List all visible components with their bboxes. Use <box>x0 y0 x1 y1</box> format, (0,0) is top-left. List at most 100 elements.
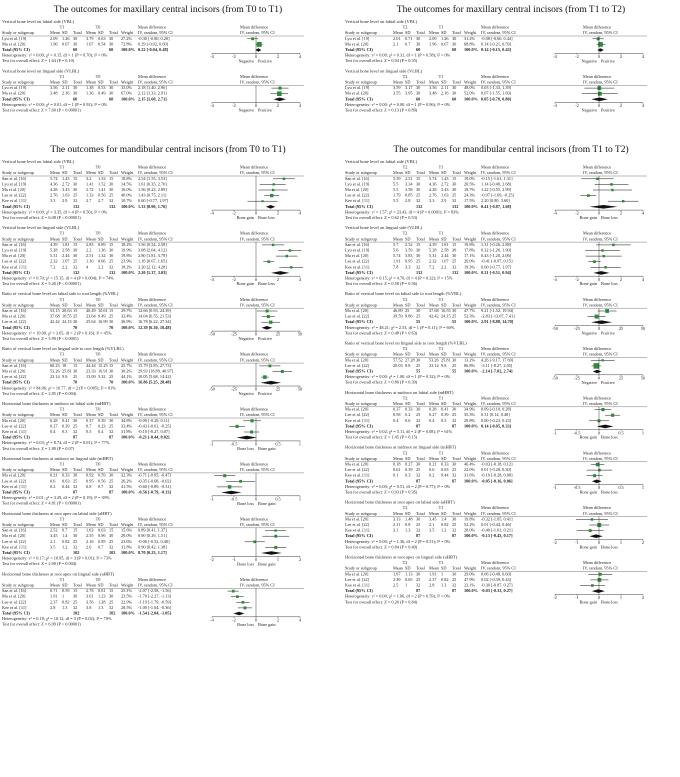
column-header: SD <box>441 456 447 461</box>
cell: 2.51 <box>86 253 94 258</box>
column-header: Weight <box>464 401 477 406</box>
column-header: Weight <box>121 79 134 84</box>
axis-label: Bone loss <box>258 281 275 286</box>
column-header: IV, random, 95% CI <box>240 170 275 176</box>
cell: 30 <box>452 253 456 258</box>
x-tick-label: 2 <box>620 211 622 216</box>
subgroup-heading: Vertical bone level on lingual side (VLB… <box>2 225 80 230</box>
cell: 26.0% <box>464 259 476 264</box>
cell: 53.15 <box>50 308 60 313</box>
column-header: Total <box>109 467 119 472</box>
column-header: Mean <box>50 236 61 241</box>
overall-effect: Test for overall effect: Z = 4.81 (P < 0… <box>2 501 81 506</box>
total-cell: 132 <box>73 270 79 275</box>
column-header: Total <box>109 302 119 307</box>
cell: 0.00 [-0.23, 0.23] <box>481 418 512 424</box>
column-header: Study or subgroup <box>345 79 377 84</box>
md-header: Mean difference <box>240 516 268 521</box>
cell: 2.11 <box>441 85 448 90</box>
cell: 2.83 <box>86 242 94 247</box>
heterogeneity: Heterogeneity: τ² = 0.01; χ² = 3.29, df … <box>2 495 110 501</box>
column-header: SD <box>98 582 104 587</box>
subgroup-heading: Ratio of vertical bone level on labial s… <box>2 291 119 296</box>
cell: 30 <box>416 461 420 466</box>
cell: -1.00 [-1.64, -0.36] <box>138 605 172 611</box>
axis-label: Bone loss <box>601 544 618 549</box>
cell: 25 <box>73 423 77 428</box>
column-header: Study or subgroup <box>2 170 34 175</box>
cell: -0.03 [-0.18, 0.12] <box>481 461 513 467</box>
group-label: T0 <box>96 297 101 302</box>
cell: 31.6% <box>464 473 476 478</box>
cell: 30 <box>73 91 77 96</box>
heterogeneity: Heterogeneity: τ² = 0.17; χ² = 10.95, df… <box>2 556 112 562</box>
cell: 2.72 <box>86 187 94 192</box>
x-tick-label: 0 <box>255 617 257 622</box>
cell: 4.39 <box>50 242 58 247</box>
cell: 5.5 <box>393 181 398 186</box>
cell: 42.42 <box>50 319 60 324</box>
total-cell: 70 <box>73 325 77 330</box>
subgroup-heading: Horizontal bone thickness at root apex o… <box>2 511 112 516</box>
cell: 53.26 <box>429 357 440 362</box>
cell: 3.95 <box>405 91 413 96</box>
effect-square <box>272 188 275 192</box>
md-header: Mean difference <box>583 450 611 455</box>
total-cell: 60 <box>452 96 456 101</box>
column-header: Mean <box>393 352 404 357</box>
cell: 4 <box>86 264 89 269</box>
column-header: SD <box>405 30 411 35</box>
cell: 2.52 <box>405 242 413 247</box>
cell: 30 <box>73 181 77 186</box>
axis-label: Bone loss <box>601 435 618 440</box>
axis-label: Bone loss <box>237 446 254 451</box>
overall-effect: Test for overall effect: Z = 0.62 (P = 0… <box>345 215 418 220</box>
total-label: Total (95% CI) <box>2 47 30 52</box>
cell: 1.3 <box>98 605 103 610</box>
cell: -1.70 [-2.27, -1.13] <box>138 594 172 600</box>
x-tick-label: -2 <box>575 54 579 59</box>
cell: 4.26 [-9.17, 17.69] <box>481 357 514 363</box>
x-tick-label: -1 <box>553 430 557 435</box>
cell: 48.0% <box>464 85 476 90</box>
x-tick-label: 0 <box>255 211 257 216</box>
column-header: Study or subgroup <box>345 511 377 516</box>
total-cell: 132 <box>416 270 422 275</box>
cell: -0.60 [-0.89, -0.31] <box>138 484 172 490</box>
cell: 9.21 [-1.52, 19.94] <box>481 308 514 314</box>
cell: 0.63 <box>441 467 449 472</box>
cell: 32 <box>452 582 456 587</box>
cell: 47.7% <box>464 308 476 313</box>
x-tick-label: -25 <box>574 326 580 331</box>
study-name: Kee et al. [11] <box>345 264 370 269</box>
cell: 1.2 <box>441 528 446 533</box>
md-header: Mean difference <box>481 505 509 510</box>
x-tick-label: -1 <box>575 595 579 600</box>
study-name: Lee et al. [22] <box>345 314 370 319</box>
column-header: Mean <box>86 582 97 587</box>
md-header: Mean difference <box>583 560 611 565</box>
md-header: Mean difference <box>583 165 611 170</box>
cell: 5.31 <box>429 253 437 258</box>
cell: 3.2 <box>86 176 91 181</box>
md-header: Mean difference <box>583 231 611 236</box>
cell: 25 <box>73 374 77 379</box>
cell: 12.66 [0.93, 24.39] <box>138 308 172 314</box>
effect-square <box>591 584 594 587</box>
group-label: T1 <box>60 407 65 412</box>
cell: 0.82 <box>441 577 449 582</box>
cell: 2.5 <box>393 582 398 587</box>
md-header: Mean difference <box>240 461 268 466</box>
cell: 3.5 <box>429 528 434 533</box>
study-name: Ma et al. [20] <box>345 187 369 192</box>
x-tick-label: 4 <box>299 211 302 216</box>
column-header: Total <box>109 357 119 362</box>
study-name: Ma et al. [20] <box>2 41 26 46</box>
column-header: SD <box>62 412 68 417</box>
axis-label: Negative <box>238 58 254 63</box>
cell: 67.0% <box>121 91 133 96</box>
cell: 30 <box>452 461 456 466</box>
cell: 46.4% <box>464 461 476 466</box>
column-header: SD <box>98 412 104 417</box>
cell: 2.09 <box>429 36 437 41</box>
